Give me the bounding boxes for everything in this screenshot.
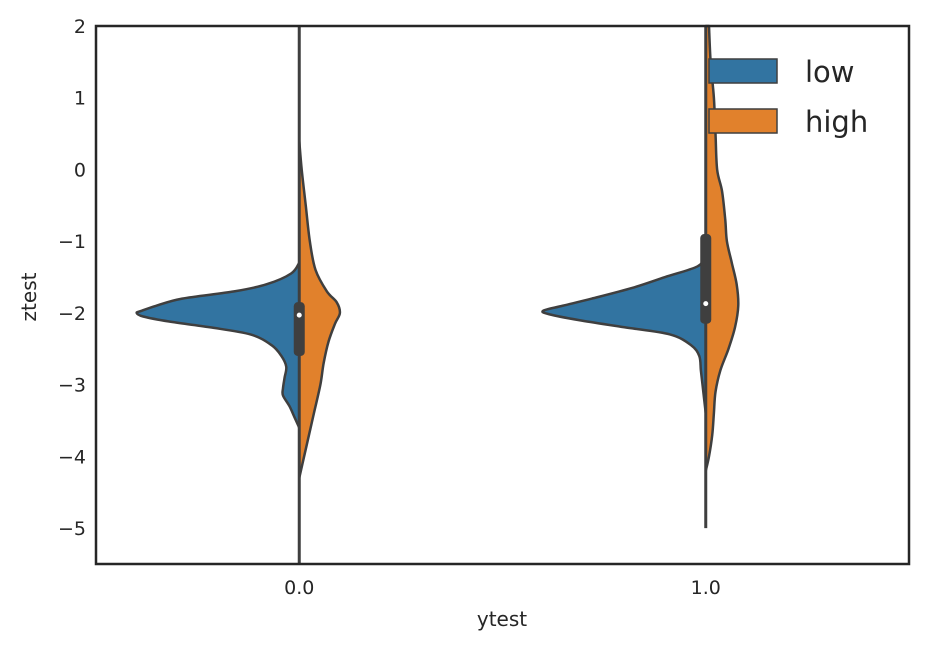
- violins-layer: [135, 24, 740, 480]
- plot-frame: [94, 24, 911, 566]
- boxes-layer: [293, 26, 712, 564]
- y-tick-label: −2: [58, 303, 86, 325]
- legend-label: low: [805, 55, 855, 89]
- y-tick-label: 1: [74, 88, 86, 110]
- violin-high-0.0: [298, 139, 342, 480]
- median-1.0: [703, 301, 709, 307]
- legend-label: high: [805, 105, 868, 139]
- violin-low-1.0: [541, 254, 707, 415]
- x-axis: 0.0 1.0: [284, 577, 721, 599]
- y-tick-label: −5: [58, 518, 86, 540]
- box-0.0: [293, 302, 305, 356]
- median-0.0: [296, 312, 302, 318]
- legend: low high: [708, 55, 868, 139]
- y-axis-label: ztest: [17, 272, 41, 321]
- y-tick-label: −3: [58, 375, 86, 397]
- x-tick-label: 1.0: [691, 577, 721, 599]
- x-axis-label: ytest: [477, 607, 527, 631]
- x-tick-label: 0.0: [284, 577, 314, 599]
- y-tick-label: −1: [58, 231, 86, 253]
- violin-low-0.0: [135, 261, 301, 429]
- y-tick-label: −4: [58, 446, 86, 468]
- y-tick-label: 2: [74, 16, 86, 38]
- legend-swatch-low: [708, 58, 778, 84]
- box-1.0: [700, 234, 712, 324]
- y-tick-label: 0: [74, 159, 86, 181]
- legend-swatch-high: [708, 108, 778, 134]
- y-axis: 2 1 0 −1 −2 −3 −4 −5: [58, 16, 86, 540]
